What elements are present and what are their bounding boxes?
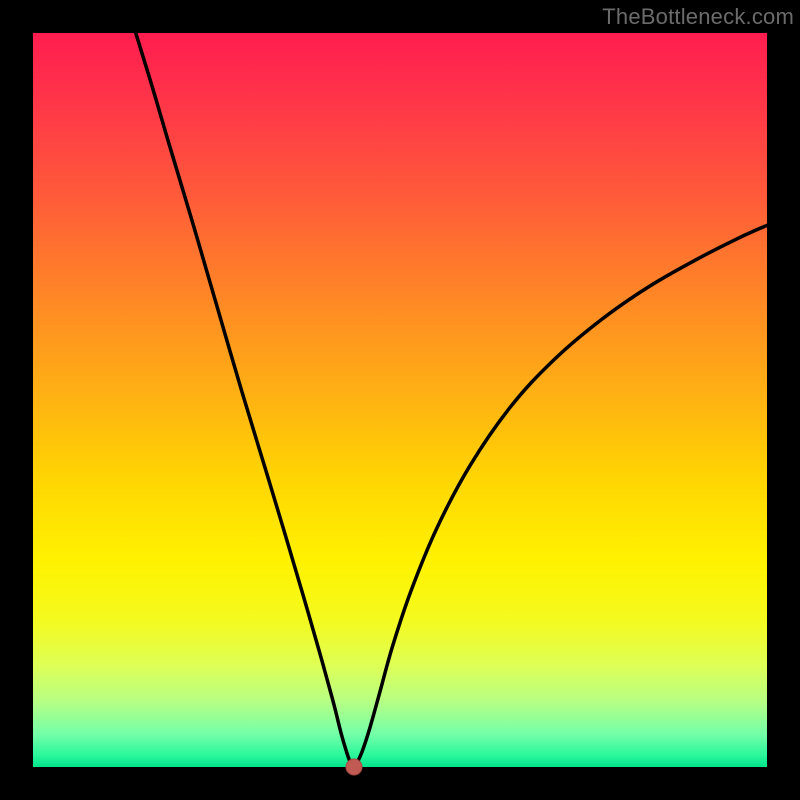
plot-area [33,33,767,767]
bottleneck-curve [33,33,767,767]
minimum-marker [345,759,362,776]
chart-frame: TheBottleneck.com [0,0,800,800]
watermark-text: TheBottleneck.com [602,4,794,30]
